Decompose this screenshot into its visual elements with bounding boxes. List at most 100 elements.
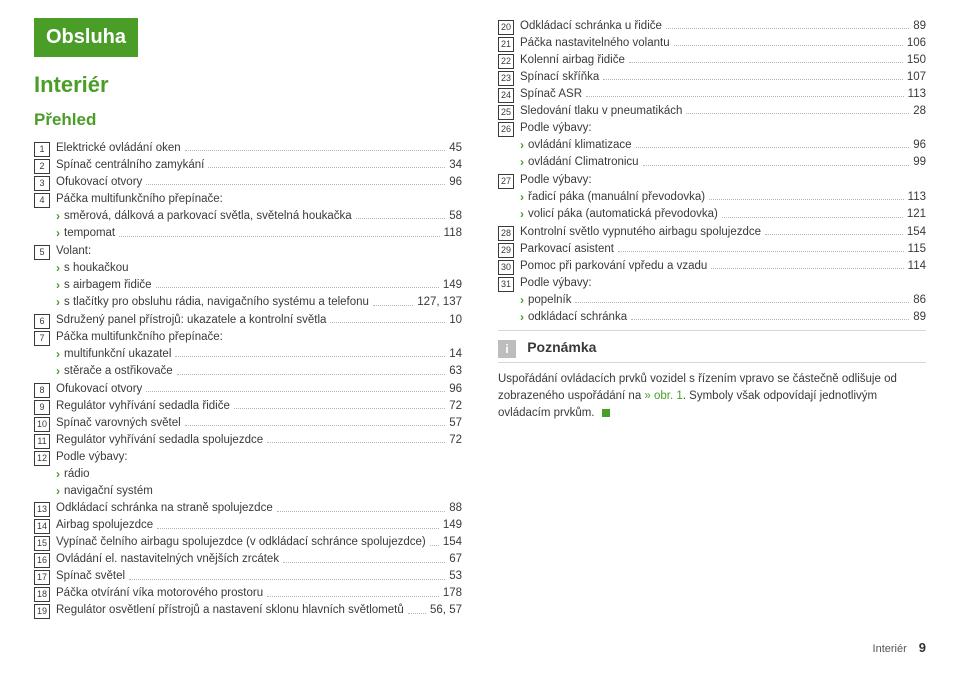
item-number: 4 — [34, 193, 50, 208]
item-number: 29 — [498, 243, 514, 258]
item-label: řadicí páka (manuální převodovka) — [528, 189, 705, 206]
index-row: 4 Páčka multifunkčního přepínače: — [34, 191, 462, 208]
item-label: Regulátor vyhřívání sedadla spolujezdce — [56, 432, 263, 449]
note-ref: » obr. 1 — [644, 390, 682, 402]
item-number: 21 — [498, 37, 514, 52]
item-number: 1 — [34, 142, 50, 157]
item-number: 17 — [34, 570, 50, 585]
leader-dots — [177, 363, 446, 374]
bullet-icon: › — [520, 292, 524, 309]
leader-dots — [119, 225, 440, 236]
index-row: ›s tlačítky pro obsluhu rádia, navigační… — [34, 294, 462, 311]
index-row: 13Odkládací schránka na straně spolujezd… — [34, 500, 462, 517]
item-number: 27 — [498, 174, 514, 189]
item-label: Sdružený panel přístrojů: ukazatele a ko… — [56, 312, 326, 329]
index-row: 28 Kontrolní světlo vypnutého airbagu spo… — [498, 224, 926, 241]
item-page: 56, 57 — [430, 602, 462, 619]
index-row: 30Pomoc při parkování vpředu a vzadu114 — [498, 258, 926, 275]
info-icon: i — [498, 340, 516, 358]
index-row: ›rádio — [34, 466, 462, 483]
item-page: 96 — [913, 137, 926, 154]
index-row: 16Ovládání el. nastavitelných vnějších z… — [34, 551, 462, 568]
leader-dots — [356, 208, 446, 219]
item-label: Kontrolní světlo vypnutého airbagu spolu… — [520, 224, 761, 241]
item-page: 115 — [908, 241, 926, 258]
item-label: Ofukovací otvory — [56, 381, 142, 398]
item-label: s airbagem řidiče — [64, 277, 152, 294]
leader-dots — [408, 602, 426, 613]
item-label: Páčka nastavitelného volantu — [520, 35, 670, 52]
index-row: ›tempomat118 — [34, 225, 462, 242]
item-label: Regulátor osvětlení přístrojů a nastaven… — [56, 602, 404, 619]
index-row: 22Kolenní airbag řidiče150 — [498, 52, 926, 69]
leader-dots — [575, 292, 909, 303]
footer-page-number: 9 — [919, 640, 926, 655]
index-row: 6Sdružený panel přístrojů: ukazatele a k… — [34, 312, 462, 329]
item-page: 88 — [449, 500, 462, 517]
leader-dots — [666, 18, 909, 29]
item-label: navigační systém — [64, 483, 153, 500]
item-number: 22 — [498, 54, 514, 69]
page-footer: Interiér 9 — [0, 640, 960, 655]
item-number: 18 — [34, 587, 50, 602]
index-row: 19Regulátor osvětlení přístrojů a nastav… — [34, 602, 462, 619]
index-row: ›volicí páka (automatická převodovka)121 — [498, 206, 926, 223]
item-number: 14 — [34, 519, 50, 534]
item-page: 86 — [913, 292, 926, 309]
item-number: 15 — [34, 536, 50, 551]
bullet-icon: › — [56, 208, 60, 225]
leader-dots — [765, 224, 903, 235]
leader-dots — [603, 69, 903, 80]
index-row: 8Ofukovací otvory96 — [34, 381, 462, 398]
bullet-icon: › — [56, 346, 60, 363]
item-label: Sledování tlaku v pneumatikách — [520, 103, 682, 120]
item-label: Ofukovací otvory — [56, 174, 142, 191]
note-block: i Poznámka — [498, 339, 926, 358]
item-page: 72 — [449, 432, 462, 449]
item-number: 30 — [498, 260, 514, 275]
leader-dots — [629, 52, 903, 63]
item-label: Kolenní airbag řidiče — [520, 52, 625, 69]
note-title: Poznámka — [527, 339, 596, 355]
item-label: Spínač světel — [56, 568, 125, 585]
item-number: 25 — [498, 105, 514, 120]
item-label: Vypínač čelního airbagu spolujezdce (v o… — [56, 534, 426, 551]
page-title: Obsluha — [34, 18, 138, 57]
index-row: 7Páčka multifunkčního přepínače: — [34, 329, 462, 346]
item-number: 11 — [34, 434, 50, 449]
item-label: stěrače a ostřikovače — [64, 363, 173, 380]
item-label: Volant: — [56, 243, 91, 260]
item-page: 149 — [443, 277, 462, 294]
index-row: 23Spínací skříňka107 — [498, 69, 926, 86]
item-label: popelník — [528, 292, 571, 309]
item-label: Odkládací schránka u řidiče — [520, 18, 662, 35]
item-label: Pomoc při parkování vpředu a vzadu — [520, 258, 707, 275]
item-label: Páčka multifunkčního přepínače: — [56, 191, 223, 208]
index-row: 27Podle výbavy: — [498, 172, 926, 189]
index-row: 1Elektrické ovládání oken45 — [34, 140, 462, 157]
item-number: 7 — [34, 331, 50, 346]
item-number: 28 — [498, 226, 514, 241]
leader-dots — [234, 398, 445, 409]
item-page: 113 — [908, 86, 926, 103]
index-list-right: 20Odkládací schránka u řidiče8921Páčka n… — [498, 18, 926, 326]
item-number: 12 — [34, 451, 50, 466]
index-row: ›řadicí páka (manuální převodovka)113 — [498, 189, 926, 206]
leader-dots — [156, 277, 439, 288]
index-row: ›odkládací schránka89 — [498, 309, 926, 326]
bullet-icon: › — [56, 260, 60, 277]
item-page: 10 — [449, 312, 462, 329]
item-number: 24 — [498, 88, 514, 103]
item-page: 96 — [449, 174, 462, 191]
item-page: 154 — [443, 534, 462, 551]
subsection-title: Přehled — [34, 111, 462, 130]
item-label: Elektrické ovládání oken — [56, 140, 181, 157]
bullet-icon: › — [520, 189, 524, 206]
bullet-icon: › — [56, 466, 60, 483]
index-row: 5Volant: — [34, 243, 462, 260]
bullet-icon: › — [520, 309, 524, 326]
leader-dots — [709, 189, 904, 200]
leader-dots — [686, 103, 909, 114]
index-row: 21Páčka nastavitelného volantu106 — [498, 35, 926, 52]
item-page: 72 — [449, 398, 462, 415]
